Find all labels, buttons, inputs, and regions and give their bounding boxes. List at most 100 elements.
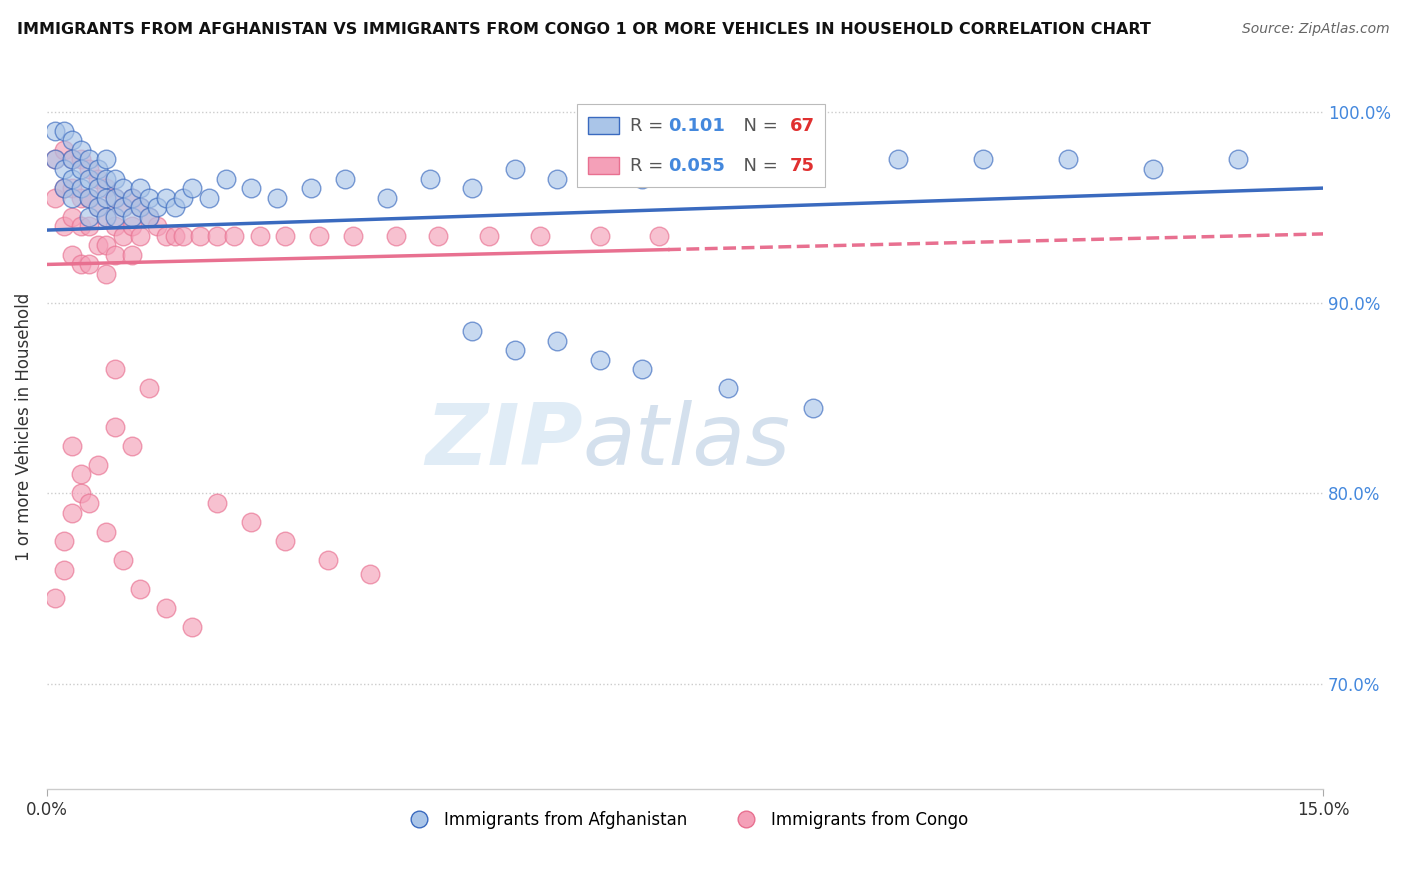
Point bbox=[359, 566, 381, 581]
Point bbox=[138, 210, 160, 224]
Point bbox=[146, 200, 169, 214]
Point bbox=[240, 515, 263, 529]
Point bbox=[886, 153, 908, 167]
Point bbox=[138, 382, 160, 396]
Point bbox=[461, 181, 484, 195]
Point bbox=[87, 200, 110, 214]
Point bbox=[52, 181, 75, 195]
Text: R =: R = bbox=[630, 157, 669, 175]
Point bbox=[801, 401, 824, 415]
Point bbox=[79, 153, 101, 167]
Point bbox=[146, 219, 169, 234]
Point bbox=[87, 200, 110, 214]
Text: IMMIGRANTS FROM AFGHANISTAN VS IMMIGRANTS FROM CONGO 1 OR MORE VEHICLES IN HOUSE: IMMIGRANTS FROM AFGHANISTAN VS IMMIGRANT… bbox=[17, 22, 1150, 37]
Point bbox=[70, 486, 93, 500]
Point bbox=[214, 171, 236, 186]
Point bbox=[503, 343, 526, 358]
Point bbox=[205, 228, 228, 243]
Text: ZIP: ZIP bbox=[425, 400, 583, 483]
Point bbox=[631, 171, 654, 186]
Point bbox=[87, 161, 110, 176]
Point bbox=[1142, 161, 1164, 176]
Point bbox=[342, 228, 364, 243]
Point bbox=[155, 191, 177, 205]
Point bbox=[62, 171, 84, 186]
Point bbox=[197, 191, 219, 205]
Point bbox=[79, 171, 101, 186]
Point bbox=[62, 210, 84, 224]
Point bbox=[104, 248, 127, 262]
Point bbox=[299, 181, 322, 195]
Point bbox=[180, 181, 202, 195]
Point bbox=[121, 248, 143, 262]
Point bbox=[70, 143, 93, 157]
Point bbox=[96, 191, 118, 205]
Point bbox=[70, 153, 93, 167]
Point bbox=[112, 228, 135, 243]
Point bbox=[62, 248, 84, 262]
Point bbox=[121, 210, 143, 224]
Point bbox=[129, 228, 152, 243]
Point bbox=[79, 210, 101, 224]
Point bbox=[52, 219, 75, 234]
Point bbox=[104, 171, 127, 186]
Text: Source: ZipAtlas.com: Source: ZipAtlas.com bbox=[1241, 22, 1389, 37]
Point bbox=[172, 228, 194, 243]
Point bbox=[44, 124, 66, 138]
Point bbox=[138, 191, 160, 205]
Point bbox=[112, 200, 135, 214]
Point bbox=[121, 191, 143, 205]
Point bbox=[104, 210, 127, 224]
Point bbox=[121, 439, 143, 453]
Point bbox=[742, 153, 765, 167]
Point bbox=[546, 171, 568, 186]
Point bbox=[87, 458, 110, 472]
Point bbox=[70, 181, 93, 195]
Point bbox=[79, 161, 101, 176]
Point bbox=[96, 210, 118, 224]
Point bbox=[155, 228, 177, 243]
Point bbox=[62, 506, 84, 520]
Point bbox=[240, 181, 263, 195]
Point bbox=[188, 228, 211, 243]
Point bbox=[62, 439, 84, 453]
Point bbox=[1227, 153, 1250, 167]
Point bbox=[589, 228, 612, 243]
Point bbox=[478, 228, 501, 243]
Point bbox=[79, 257, 101, 271]
Point bbox=[44, 153, 66, 167]
Point bbox=[155, 601, 177, 615]
Point bbox=[316, 553, 339, 567]
Point bbox=[52, 124, 75, 138]
Point bbox=[129, 200, 152, 214]
FancyBboxPatch shape bbox=[588, 157, 619, 174]
Point bbox=[52, 534, 75, 549]
Point bbox=[70, 161, 93, 176]
Point bbox=[716, 382, 738, 396]
Point bbox=[52, 181, 75, 195]
Point bbox=[375, 191, 398, 205]
Point bbox=[87, 238, 110, 252]
FancyBboxPatch shape bbox=[588, 117, 619, 135]
Point bbox=[172, 191, 194, 205]
Point bbox=[79, 496, 101, 510]
Point bbox=[87, 181, 110, 195]
Point bbox=[96, 153, 118, 167]
Point bbox=[163, 228, 186, 243]
Point bbox=[62, 153, 84, 167]
Point bbox=[112, 181, 135, 195]
Point bbox=[589, 352, 612, 367]
Text: 0.055: 0.055 bbox=[668, 157, 725, 175]
Point bbox=[96, 267, 118, 281]
Point bbox=[801, 161, 824, 176]
Point bbox=[427, 228, 450, 243]
Point bbox=[274, 228, 297, 243]
Point bbox=[112, 200, 135, 214]
Point bbox=[79, 191, 101, 205]
Point bbox=[648, 228, 671, 243]
Point bbox=[249, 228, 271, 243]
Legend: Immigrants from Afghanistan, Immigrants from Congo: Immigrants from Afghanistan, Immigrants … bbox=[395, 804, 974, 835]
Point bbox=[419, 171, 441, 186]
Point bbox=[222, 228, 245, 243]
Point bbox=[79, 219, 101, 234]
